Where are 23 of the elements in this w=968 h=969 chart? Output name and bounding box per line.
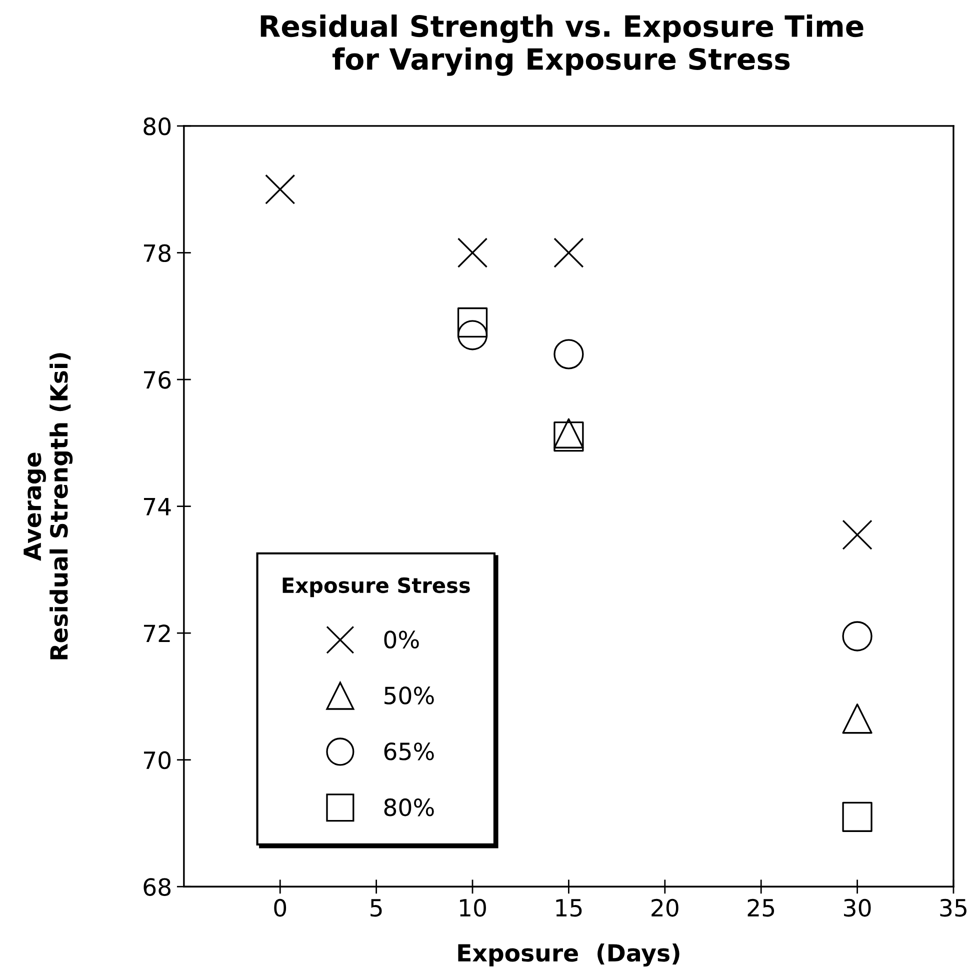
- legend-title: Exposure Stress: [282, 577, 470, 598]
- legend-label: 50%: [384, 686, 434, 704]
- x-tick-label: 35: [940, 898, 966, 917]
- y-tick-label: 74: [144, 498, 171, 516]
- x-axis-title: Exposure (Days): [458, 944, 680, 967]
- x-tick-label: 20: [652, 898, 678, 917]
- x-tick-label: 30: [844, 898, 871, 917]
- legend-label: 80%: [384, 798, 434, 816]
- y-tick-label: 76: [144, 370, 171, 389]
- x-tick-label: 15: [556, 899, 582, 917]
- y-tick-label: 78: [144, 244, 170, 262]
- y-axis-title: Average Residual Strength (Ksi): [24, 353, 73, 660]
- chart-title: Residual Strength vs. Exposure Time for Varying Exposure Stress: [260, 14, 864, 76]
- y-tick-label: 72: [144, 624, 170, 642]
- x-tick-label: 10: [460, 898, 486, 917]
- y-tick-label: 70: [144, 751, 171, 770]
- legend-label: 65%: [384, 742, 434, 760]
- y-tick-label: 80: [144, 117, 171, 136]
- legend-label: 0%: [384, 630, 419, 648]
- y-tick-label: 68: [144, 878, 170, 896]
- x-tick-label: 5: [370, 899, 382, 917]
- x-tick-label: 25: [748, 898, 774, 917]
- x-tick-label: 0: [274, 898, 286, 917]
